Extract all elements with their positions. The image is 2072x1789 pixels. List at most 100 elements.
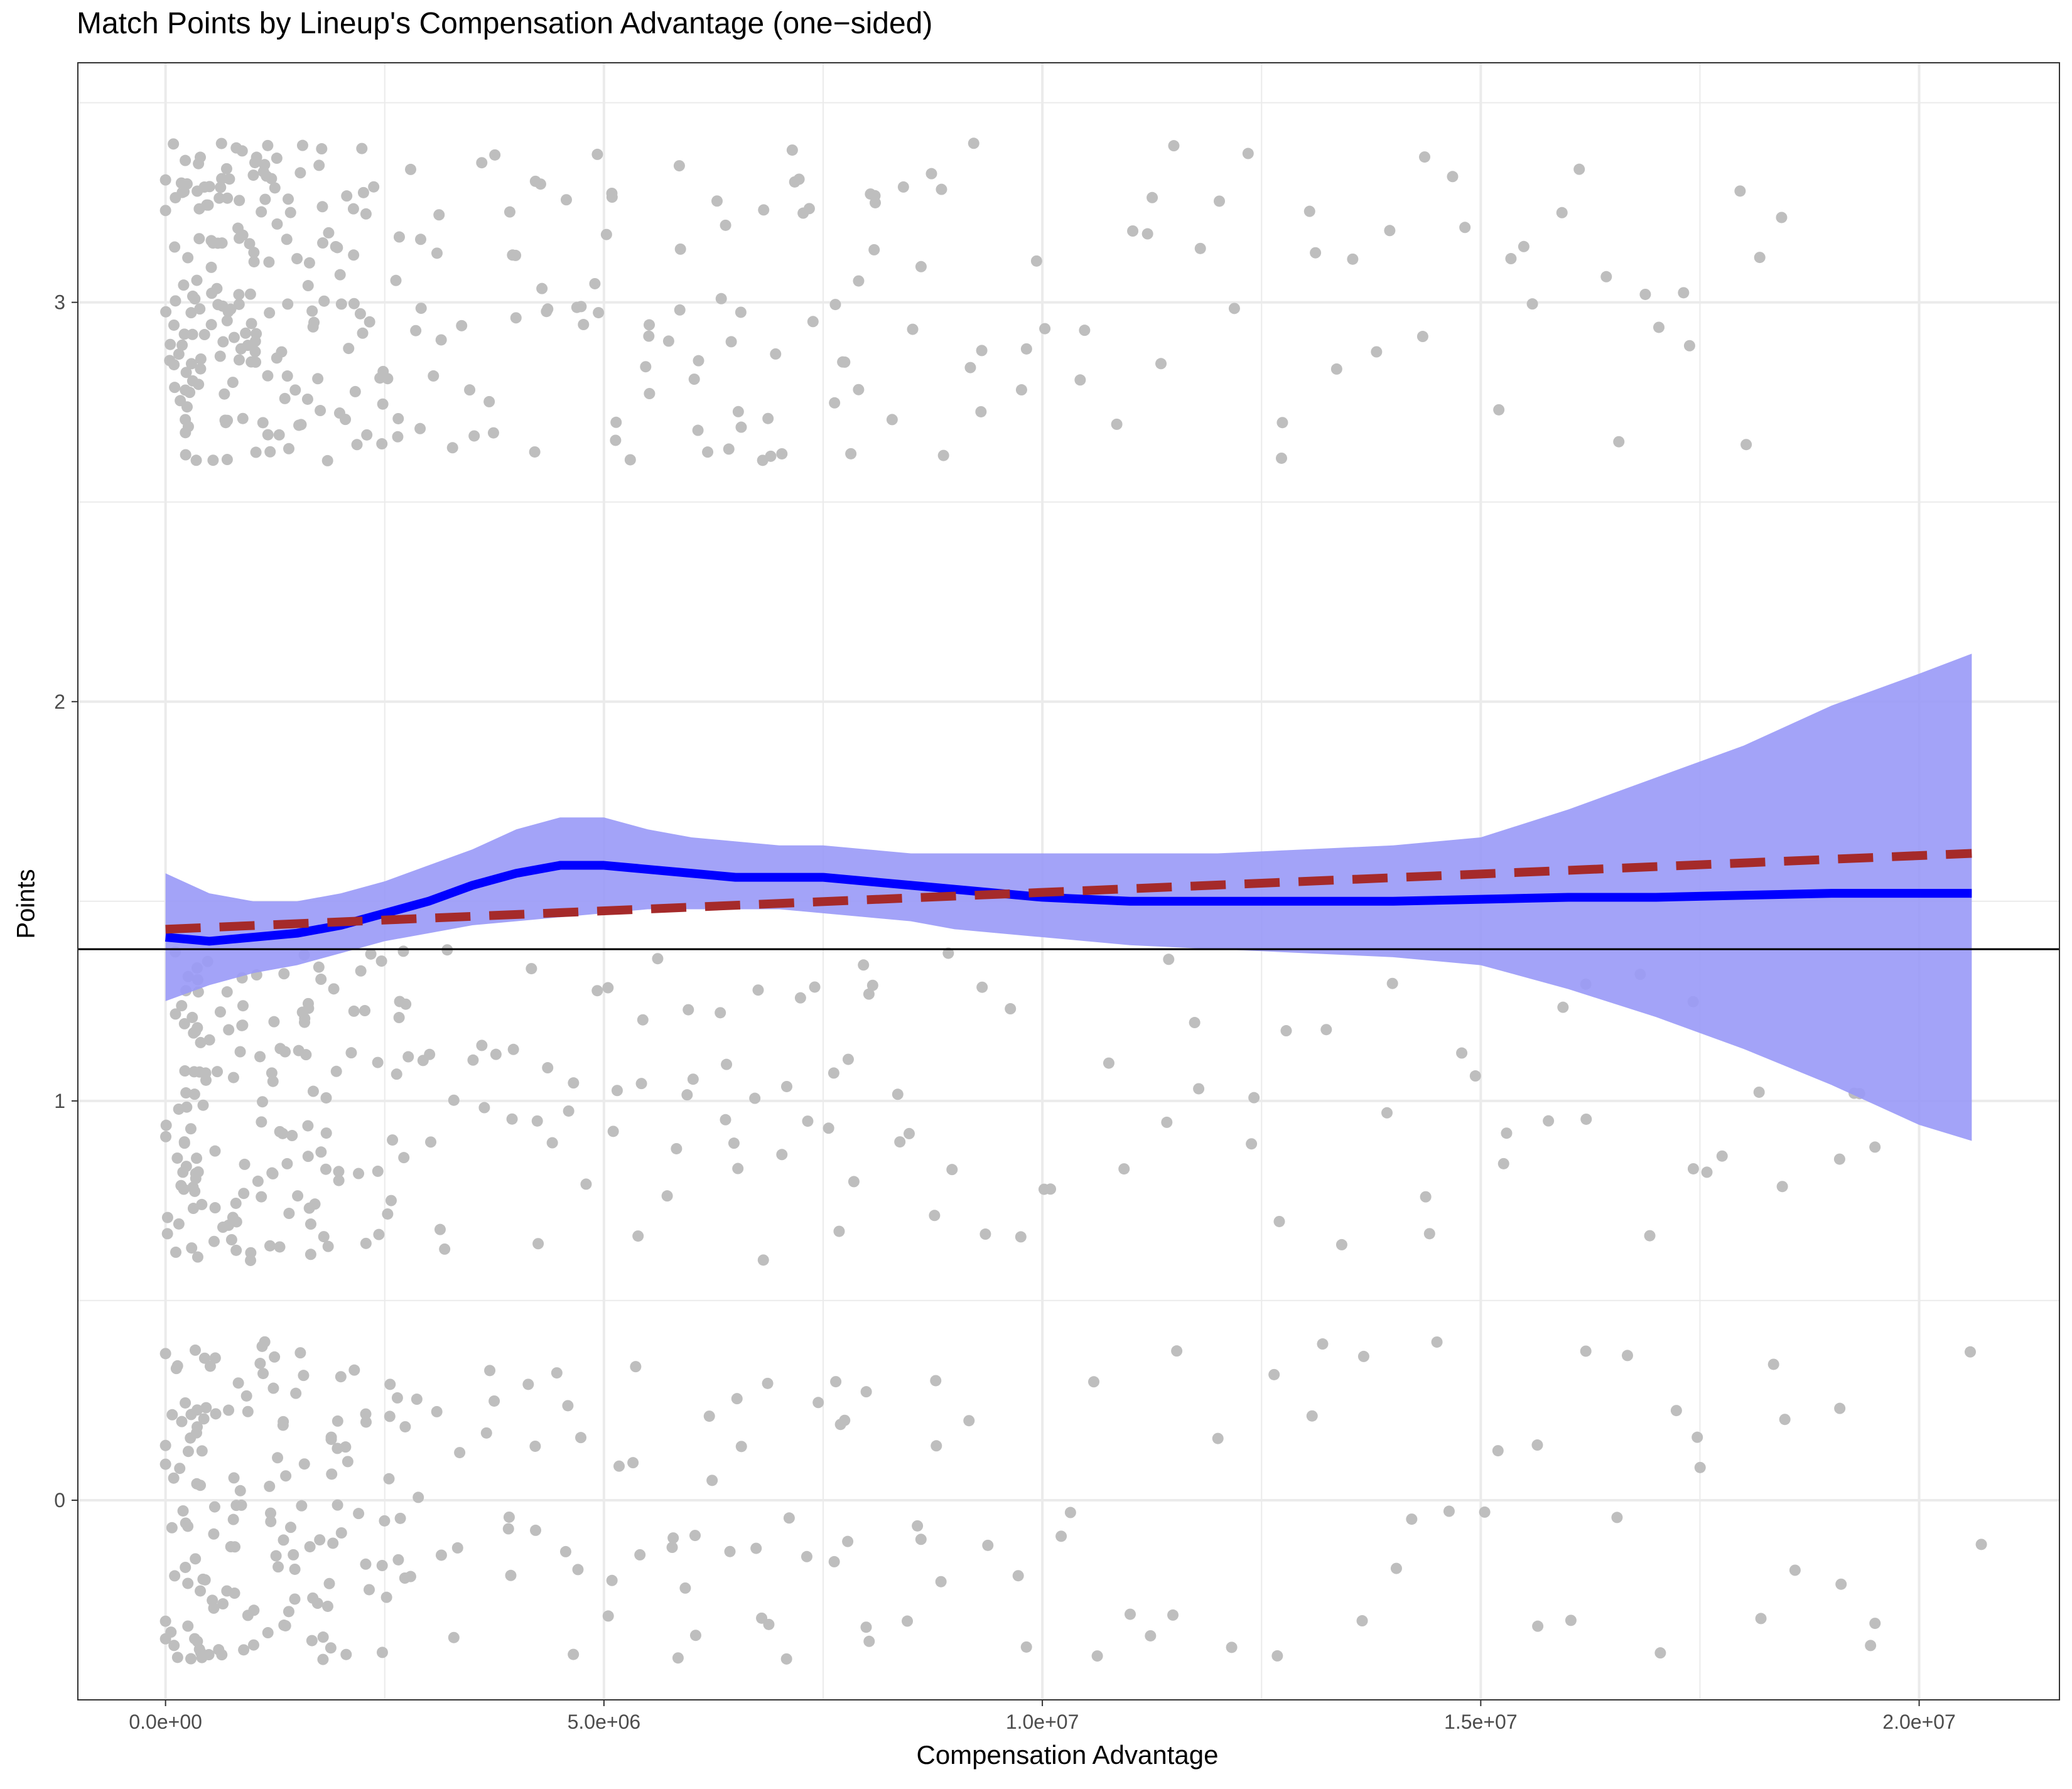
data-point (335, 1371, 347, 1383)
data-point (234, 1046, 246, 1058)
data-point (968, 137, 979, 149)
data-point (186, 328, 198, 340)
data-point (180, 367, 192, 379)
data-point (833, 1225, 845, 1237)
data-point (321, 454, 333, 466)
data-point (489, 149, 501, 161)
data-point (214, 350, 226, 362)
data-point (289, 1593, 301, 1605)
data-point (271, 352, 283, 364)
data-point (803, 203, 815, 215)
data-point (487, 427, 499, 439)
data-point (1776, 1181, 1788, 1193)
data-point (305, 1249, 316, 1260)
data-point (728, 1137, 740, 1149)
data-point (345, 1047, 357, 1059)
data-point (220, 163, 232, 175)
data-point (192, 1635, 203, 1647)
data-point (201, 199, 213, 211)
data-point (1039, 323, 1051, 335)
data-point (203, 1034, 215, 1046)
data-point (360, 1408, 372, 1420)
data-point (1171, 1345, 1183, 1357)
data-point (271, 153, 283, 164)
data-point (752, 984, 764, 996)
data-point (505, 1569, 517, 1581)
data-point (780, 1080, 792, 1092)
data-point (563, 1105, 575, 1117)
data-point (510, 312, 522, 324)
data-point (507, 1043, 519, 1055)
data-point (230, 1216, 242, 1228)
data-point (673, 160, 685, 172)
data-point (274, 1043, 286, 1055)
data-point (193, 233, 205, 245)
data-point (866, 979, 878, 991)
data-point (1431, 1336, 1443, 1348)
data-point (964, 362, 976, 373)
data-point (640, 361, 652, 373)
data-point (283, 443, 294, 454)
data-point (394, 1512, 406, 1524)
data-point (1118, 1163, 1130, 1175)
data-point (233, 289, 245, 301)
data-point (173, 1218, 185, 1230)
data-point (284, 207, 296, 218)
data-point (212, 237, 224, 249)
data-point (703, 1410, 715, 1422)
data-point (1964, 1346, 1976, 1358)
data-point (348, 1005, 360, 1017)
data-point (630, 1361, 642, 1373)
data-point (353, 1508, 365, 1520)
data-point (414, 234, 426, 245)
data-point (484, 1365, 496, 1377)
data-point (446, 442, 458, 454)
data-point (230, 1197, 242, 1209)
data-point (1145, 1630, 1157, 1641)
data-point (936, 183, 947, 195)
data-point (309, 1198, 321, 1210)
data-point (198, 329, 210, 341)
data-point (232, 1377, 244, 1389)
data-point (375, 955, 387, 967)
x-tick-label: 0.0e+00 (129, 1711, 202, 1733)
data-point (193, 379, 205, 390)
data-point (1694, 1461, 1706, 1473)
data-point (323, 1577, 335, 1589)
data-point (188, 1027, 200, 1039)
data-point (424, 1048, 436, 1060)
data-point (809, 981, 821, 993)
data-point (259, 193, 271, 205)
data-point (1670, 1405, 1682, 1417)
data-point (314, 1534, 326, 1546)
data-point (1501, 1127, 1513, 1139)
data-point (681, 1089, 693, 1101)
data-point (394, 996, 406, 1007)
data-point (644, 319, 656, 331)
data-point (725, 336, 737, 348)
data-point (159, 174, 171, 186)
data-point (211, 282, 223, 294)
data-point (1459, 222, 1471, 234)
data-point (322, 1240, 334, 1252)
data-point (274, 1241, 286, 1253)
data-point (182, 1446, 194, 1458)
data-point (313, 961, 325, 973)
data-point (692, 424, 704, 436)
data-point (283, 193, 294, 205)
data-point (273, 429, 285, 441)
data-point (307, 1085, 319, 1097)
data-point (223, 1024, 235, 1036)
data-points (159, 137, 1987, 1665)
data-point (749, 1092, 761, 1104)
data-point (456, 320, 468, 331)
data-point (480, 1427, 492, 1439)
x-tick-label: 2.0e+07 (1882, 1711, 1956, 1733)
data-point (252, 1175, 264, 1187)
data-point (290, 1387, 302, 1399)
data-point (213, 1644, 225, 1656)
data-point (454, 1447, 466, 1459)
data-point (281, 1158, 293, 1169)
data-point (1789, 1564, 1801, 1576)
data-point (182, 1520, 194, 1532)
